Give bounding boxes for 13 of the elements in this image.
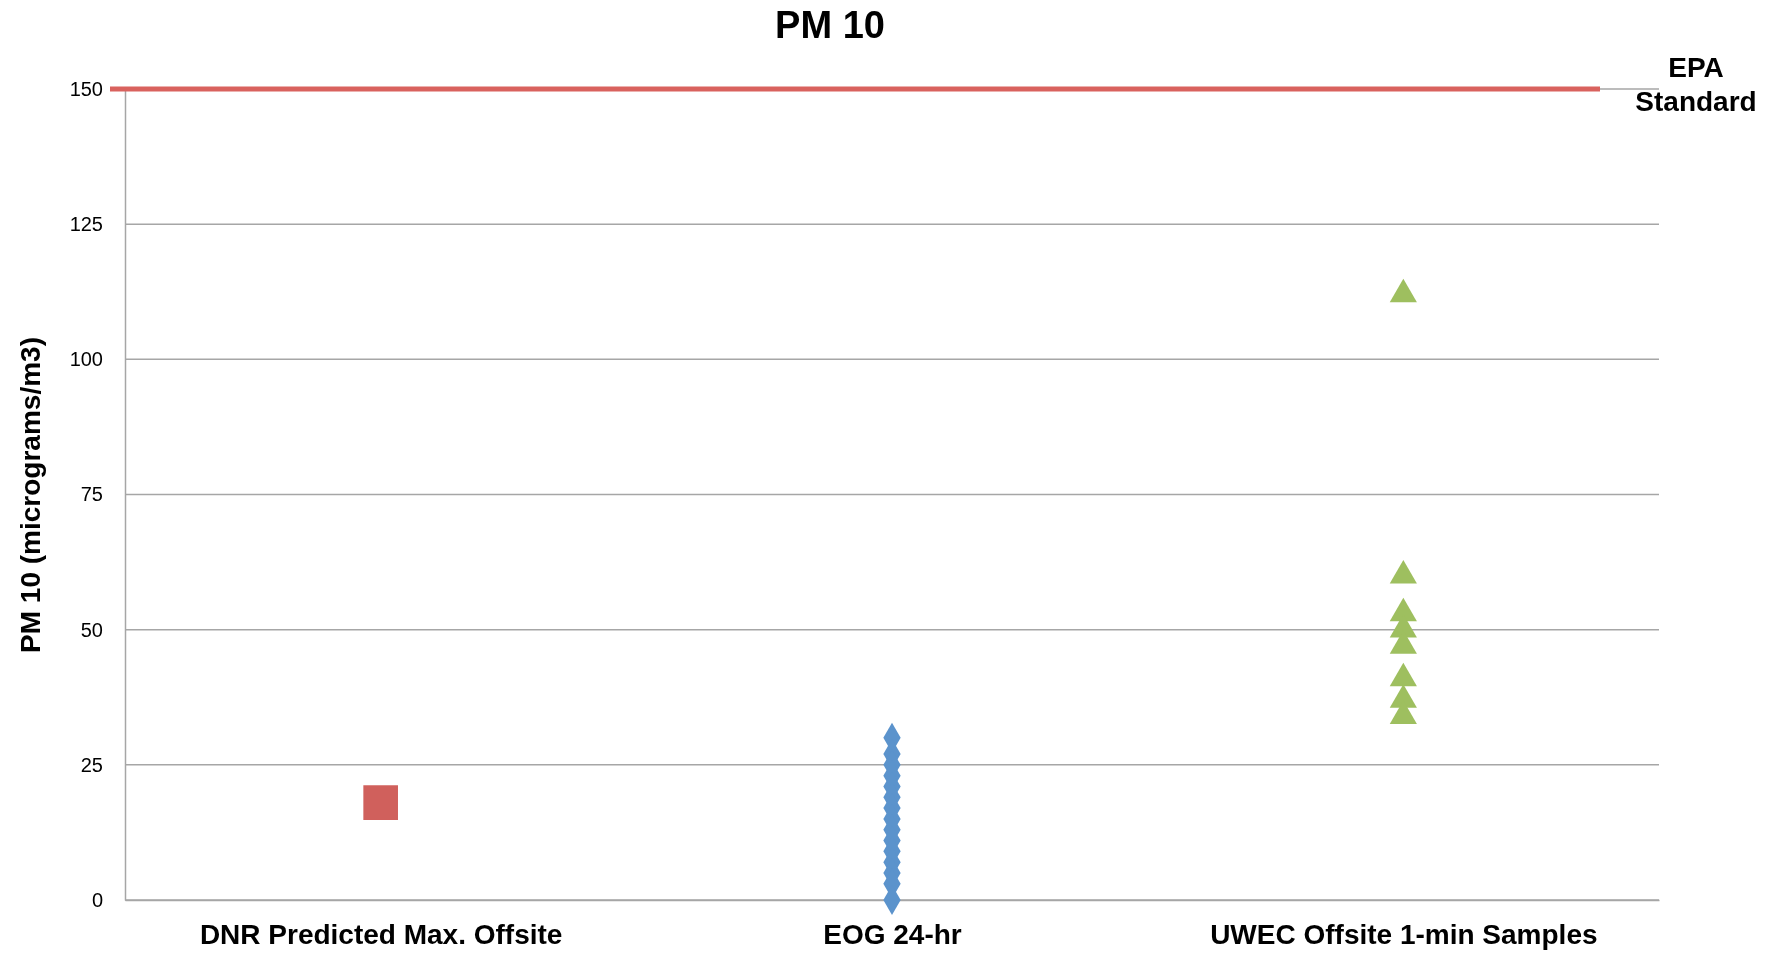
chart-title: PM 10 [775,4,885,46]
y-tick-label: 100 [69,348,103,371]
y-tick-label: 0 [91,888,103,911]
y-tick-label: 25 [80,753,103,776]
y-tick-label: 50 [80,618,103,641]
y-tick-label: 150 [69,77,103,100]
y-tick-label: 125 [69,213,103,236]
ref-line-label: EPA Standard [1635,52,1757,117]
x-tick-label: EOG 24-hr [823,918,962,950]
x-tick-label: UWEC Offsite 1-min Samples [1210,918,1598,950]
y-tick-label: 75 [80,483,103,506]
y-axis-title: PM 10 (micrograms/m3) [15,337,46,653]
x-tick-label: DNR Predicted Max. Offsite [199,918,563,950]
